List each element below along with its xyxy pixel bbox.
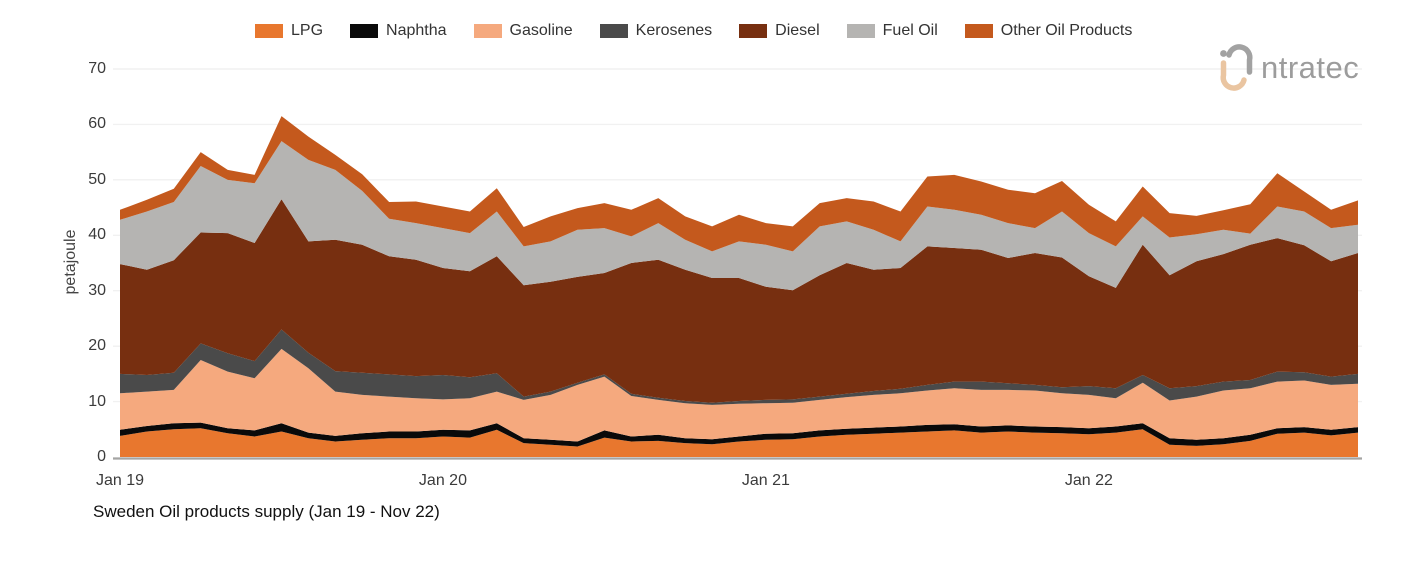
y-tick-40: 40 <box>88 226 106 244</box>
legend-swatch-lpg <box>255 24 283 38</box>
intratec-logo: ntratec <box>1216 42 1359 94</box>
x-tick-jan-19: Jan 19 <box>95 472 145 489</box>
intratec-logo-icon <box>1220 44 1253 91</box>
y-tick-10: 10 <box>88 392 106 410</box>
legend-swatch-kerosenes <box>599 24 628 38</box>
x-tick-jan-21: Jan 21 <box>741 472 790 489</box>
y-tick-0: 0 <box>97 448 106 465</box>
legend-item-naphtha: Naphtha <box>350 22 447 40</box>
y-tick-70: 70 <box>88 60 106 77</box>
y-tick-60: 60 <box>88 115 106 133</box>
legend-item-fuel-oil: Fuel Oil <box>846 22 938 40</box>
y-tick-20: 20 <box>88 337 106 355</box>
y-tick-30: 30 <box>88 281 106 299</box>
area-band-naphtha <box>120 422 1358 447</box>
legend-label: LPG <box>291 22 324 39</box>
legend-label: Fuel Oil <box>882 22 938 39</box>
legend-swatch-fuel-oil <box>846 24 875 38</box>
legend-item-kerosenes: Kerosenes <box>599 22 713 40</box>
legend-label: Other Oil Products <box>1000 22 1133 39</box>
intratec-logo-text: ntratec <box>1261 50 1360 85</box>
legend-swatch-other-oil-products <box>964 24 993 38</box>
legend-swatch-gasoline <box>473 24 502 38</box>
legend-item-lpg: LPG <box>255 22 323 40</box>
chart-title: Sweden Oil products supply (Jan 19 - Nov… <box>93 502 440 521</box>
legend-item-gasoline: Gasoline <box>473 22 573 40</box>
legend-item-other-oil-products: Other Oil Products <box>964 22 1133 40</box>
legend-swatch-diesel <box>739 24 768 38</box>
area-band-gasoline <box>120 348 1358 442</box>
y-tick-50: 50 <box>88 170 106 188</box>
legend-swatch-naphtha <box>350 24 379 38</box>
area-band-other-oil-products <box>120 116 1358 252</box>
x-tick-jan-20: Jan 20 <box>418 472 467 489</box>
x-tick-jan-22: Jan 22 <box>1064 472 1113 489</box>
legend-label: Naphtha <box>386 22 447 39</box>
chart-legend: LPG Naphtha Gasoline Kerosenes Diesel Fu… <box>255 22 1132 40</box>
legend-item-diesel: Diesel <box>739 22 820 40</box>
area-band-diesel <box>120 199 1358 403</box>
legend-label: Diesel <box>775 22 820 39</box>
legend-label: Kerosenes <box>635 22 713 39</box>
area-band-fuel-oil <box>120 141 1358 291</box>
legend-label: Gasoline <box>509 22 573 39</box>
area-band-kerosenes <box>120 329 1358 405</box>
area-band-lpg <box>120 428 1358 457</box>
